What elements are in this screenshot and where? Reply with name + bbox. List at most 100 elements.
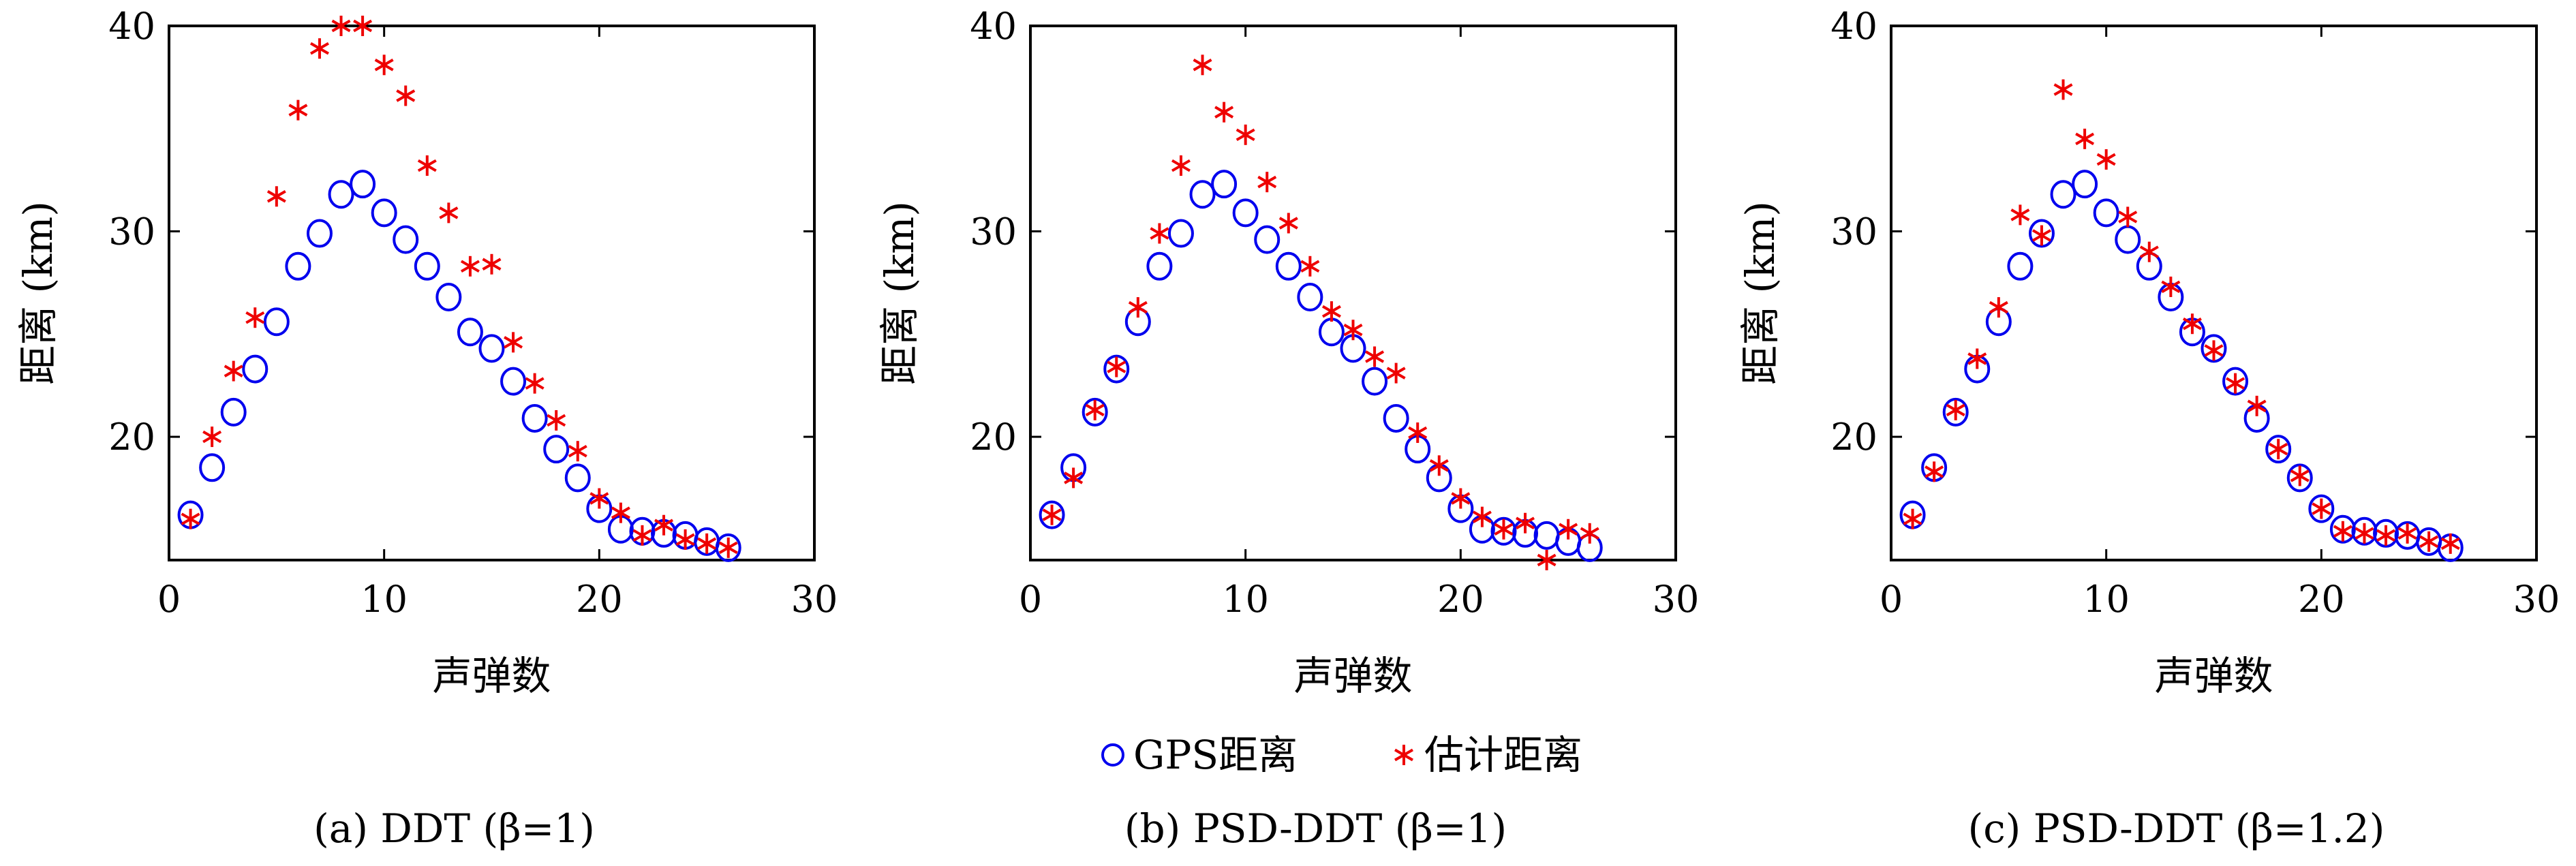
estimated-distance-point [1903, 508, 1922, 529]
legend-asterisk-marker [1394, 745, 1413, 765]
gps-distance-point [1942, 397, 1969, 427]
asterisk-stroke [1171, 159, 1191, 172]
estimated-distance-point [2096, 149, 2116, 170]
legend: GPS距离 估计距离 [1101, 732, 1582, 778]
estimated-distance-point [1494, 519, 1514, 540]
asterisk-stroke [460, 260, 480, 273]
asterisk-stroke [2440, 537, 2460, 551]
asterisk-stroke [417, 159, 437, 172]
plot-frame [168, 25, 816, 561]
asterisk-stroke [504, 336, 523, 349]
estimated-distance-point [1386, 362, 1406, 384]
asterisk-stroke [2053, 83, 2073, 96]
asterisk-stroke [1128, 300, 1148, 314]
asterisk-stroke [1085, 403, 1105, 417]
gps-distance-point [1362, 367, 1388, 396]
asterisk-stroke [2333, 525, 2352, 538]
estimated-distance-point [1946, 399, 1965, 420]
y-axis-label: 距离 (km) [1737, 201, 1783, 385]
estimated-distance-point [396, 85, 416, 106]
estimated-distance-point [718, 537, 738, 558]
estimated-distance-point [1257, 172, 1277, 193]
asterisk-stroke [2010, 208, 2030, 221]
gps-distance-point [306, 219, 333, 248]
gps-distance-point [1318, 318, 1345, 347]
subfigure-caption: (b) PSD-DDT (β=1) [1124, 805, 1507, 852]
estimated-distance-point [482, 253, 502, 275]
panels: 0 10 20 30 20 30 40 声弹数 距离 (km) (a) DDT (β=1) 0 10 2… [15, 5, 2560, 852]
asterisk-stroke [181, 512, 200, 525]
x-tick-label: 20 [1437, 578, 1484, 621]
estimated-distance-point [1128, 297, 1148, 318]
x-tick-label: 30 [791, 578, 838, 621]
gps-distance-point [393, 225, 419, 254]
gps-distance-point [715, 533, 741, 562]
asterisk-stroke [1386, 367, 1406, 380]
y-tick-label: 20 [108, 416, 155, 459]
estimated-distance-point [2269, 439, 2288, 460]
plot-frame [1029, 25, 1677, 561]
asterisk-stroke [568, 444, 587, 458]
estimated-distance-point [353, 16, 373, 36]
estimated-distance-point [1150, 223, 1169, 244]
estimated-distance-point [2333, 521, 2352, 542]
estimated-distance-point [374, 55, 394, 76]
gps-distance-point [564, 463, 591, 493]
asterisk-stroke [2247, 399, 2267, 413]
gps-distance-point [263, 307, 290, 337]
gps-distance-point [2265, 435, 2292, 464]
gps-distance-point [1103, 354, 1130, 384]
gps-distance-point [478, 334, 505, 363]
estimated-distance-point [2139, 241, 2159, 262]
estimated-distance-point [2247, 395, 2267, 416]
asterisk-stroke [2312, 502, 2331, 515]
gps-distance-point [1232, 198, 1259, 228]
asterisk-stroke [1946, 403, 1965, 417]
estimated-distance-point [1516, 512, 1535, 533]
asterisk-stroke [632, 529, 652, 542]
estimated-distance-point [1107, 356, 1126, 377]
estimated-distance-point [2290, 465, 2310, 486]
y-tick-label: 30 [970, 211, 1017, 253]
asterisk-stroke [245, 311, 265, 324]
asterisk-stroke [2419, 535, 2439, 548]
estimated-distance-point [2419, 531, 2439, 552]
y-tick-label: 30 [1830, 211, 1877, 253]
chart-panel-3: 0 10 20 30 20 30 40 声弹数 距离 (km) (c) PSD-DDT (β=1.… [1737, 5, 2560, 852]
gps-distance-point [543, 435, 570, 464]
asterisk-stroke [2031, 229, 2051, 242]
asterisk-stroke [611, 506, 630, 519]
asterisk-stroke [2397, 527, 2417, 540]
gps-distance-point [500, 367, 527, 396]
subfigure-caption: (a) DDT (β=1) [313, 805, 595, 852]
estimated-distance-point [697, 533, 717, 554]
estimated-distance-point [2397, 523, 2417, 544]
estimated-distance-point [1085, 399, 1105, 420]
asterisk-stroke [266, 190, 286, 203]
subfigure-caption: (c) PSD-DDT (β=1.2) [1968, 805, 2385, 852]
asterisk-stroke [202, 430, 222, 444]
data-points [177, 16, 741, 562]
estimated-distance-point [1429, 455, 1449, 476]
estimated-distance-point [2118, 206, 2138, 228]
estimated-distance-point [202, 427, 222, 448]
legend-circle-marker [1101, 743, 1124, 767]
estimated-distance-point [504, 332, 523, 353]
estimated-distance-point [2376, 525, 2396, 546]
estimated-distance-point [245, 307, 265, 328]
gps-distance-point [2028, 219, 2055, 248]
y-axis-label: 距离 (km) [15, 201, 61, 385]
gps-distance-point [2007, 251, 2034, 281]
gps-distance-point [199, 453, 226, 482]
asterisk-stroke [1343, 324, 1363, 337]
gps-distance-point [350, 170, 376, 199]
asterisk-stroke [718, 541, 738, 555]
gps-distance-point [242, 354, 269, 384]
estimated-distance-point [525, 373, 545, 394]
asterisk-stroke [1472, 510, 1492, 523]
gps-distance-point [285, 251, 311, 281]
y-tick-label: 40 [970, 5, 1017, 48]
gps-distance-point [371, 198, 397, 228]
estimated-distance-point [224, 360, 243, 382]
